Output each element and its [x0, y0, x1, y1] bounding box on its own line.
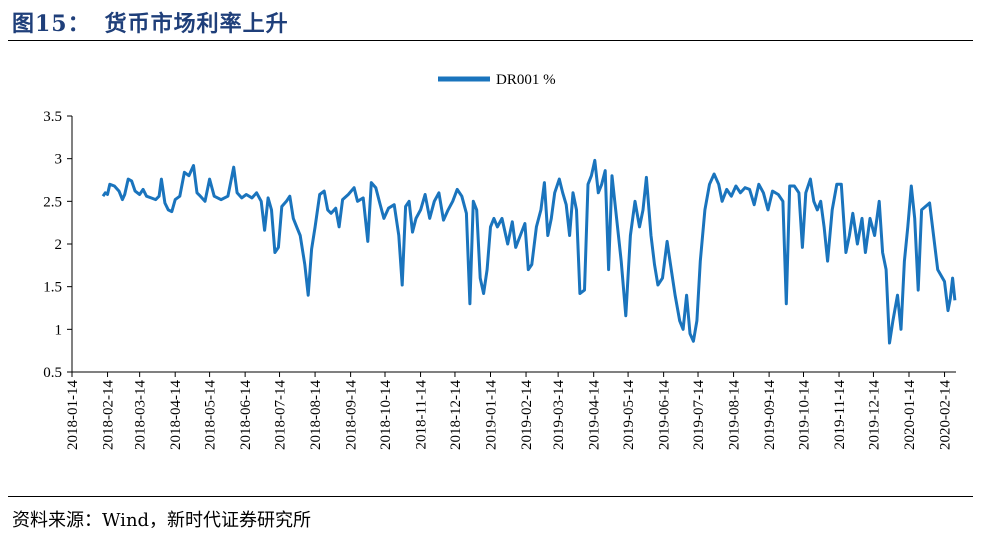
x-tick-label: 2019-10-14	[797, 380, 813, 450]
x-tick-label: 2018-01-14	[65, 380, 81, 450]
x-tick-label: 2019-09-14	[762, 380, 778, 450]
x-tick-label: 2019-12-14	[866, 380, 882, 450]
x-axis-ticks: 2018-01-14 2018-02-14 2018-03-14 2018-04-14…	[65, 372, 954, 450]
y-tick-label: 1.5	[43, 280, 62, 296]
x-tick-label: 2018-05-14	[203, 380, 219, 450]
x-tick-label: 2018-12-14	[448, 380, 464, 450]
x-tick-label: 2019-03-14	[551, 380, 567, 450]
x-tick-label: 2019-06-14	[657, 380, 673, 450]
x-tick-label: 2018-09-14	[344, 380, 360, 450]
x-tick-label: 2018-03-14	[133, 380, 149, 450]
x-tick-label: 2019-07-14	[691, 380, 707, 450]
x-tick-label: 2019-02-14	[519, 380, 535, 450]
x-tick-label: 2020-02-14	[938, 380, 954, 450]
x-tick-label: 2018-07-14	[273, 380, 289, 450]
x-tick-label: 2018-11-14	[414, 380, 430, 450]
source-note: 资料来源：Wind，新时代证券研究所	[12, 510, 312, 531]
source-divider	[8, 496, 973, 497]
x-tick-label: 2019-01-14	[483, 380, 499, 450]
x-tick-label: 2018-10-14	[378, 380, 394, 450]
x-tick-label: 2019-08-14	[727, 380, 743, 450]
legend-label-dr001: DR001 %	[496, 72, 556, 88]
x-tick-label: 2019-04-14	[587, 380, 603, 450]
figure-number: 图15：	[12, 11, 91, 37]
y-tick-label: 2	[55, 237, 63, 253]
x-tick-label: 2020-01-14	[902, 380, 918, 450]
y-tick-label: 3.5	[43, 109, 62, 125]
y-tick-label: 0.5	[43, 365, 62, 381]
series-line-dr001	[101, 158, 957, 345]
figure-title: 图15： 货币市场利率上升	[12, 6, 289, 38]
chart-legend: DR001 %	[438, 72, 556, 88]
x-tick-label: 2018-06-14	[238, 380, 254, 450]
y-tick-label: 1	[55, 322, 63, 338]
line-chart: DR001 % 3.532.521.510.5 2018-01-14 2018-0…	[43, 72, 957, 450]
figure-title-text: 货币市场利率上升	[104, 11, 289, 37]
title-divider	[8, 40, 973, 41]
x-tick-label: 2018-08-14	[308, 380, 324, 450]
x-tick-label: 2019-11-14	[832, 380, 848, 450]
y-tick-label: 2.5	[43, 194, 62, 210]
x-tick-label: 2018-02-14	[101, 380, 117, 450]
y-tick-label: 3	[55, 152, 63, 168]
x-tick-label: 2018-04-14	[168, 380, 184, 450]
x-tick-label: 2019-05-14	[621, 380, 637, 450]
y-axis-ticks: 3.5 3 2.5 2 1.5 1 0.5	[43, 109, 72, 381]
